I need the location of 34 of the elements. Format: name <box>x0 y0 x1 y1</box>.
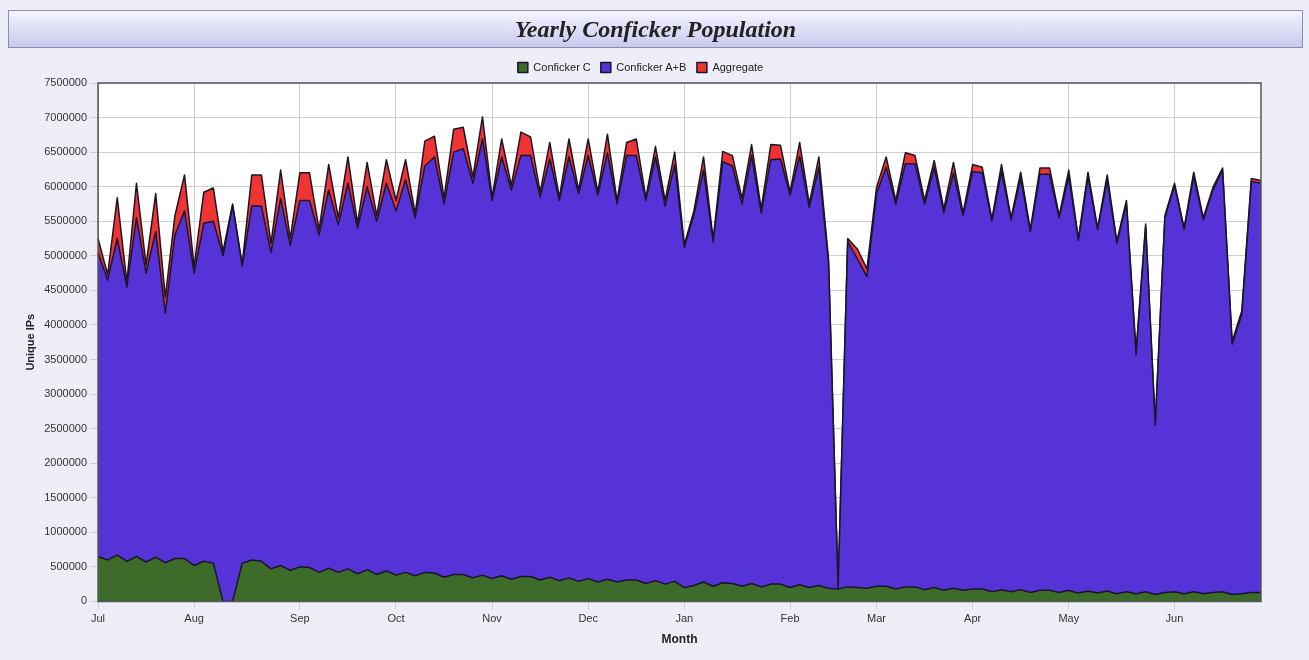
y-tick-label: 5500000 <box>44 214 88 227</box>
x-tick-label: May <box>1058 612 1080 625</box>
y-tick-label: 6500000 <box>44 145 88 158</box>
y-tick-label: 2500000 <box>44 421 88 434</box>
y-axis-title: Unique IPs <box>23 313 36 371</box>
y-tick-label: 7000000 <box>44 110 88 123</box>
x-tick-label: Mar <box>867 612 887 625</box>
legend-label: Aggregate <box>712 60 764 73</box>
y-tick-label: 4000000 <box>44 317 88 330</box>
x-tick-label: Apr <box>964 612 982 625</box>
y-tick-label: 7500000 <box>44 76 88 89</box>
y-tick-label: 0 <box>80 594 88 607</box>
x-tick-label: Jun <box>1165 612 1184 625</box>
y-tick-label: 2000000 <box>44 456 88 469</box>
y-tick-label: 6000000 <box>44 179 88 192</box>
x-tick-label: Aug <box>184 612 204 625</box>
legend-label: Conficker C <box>533 60 591 73</box>
y-tick-label: 4500000 <box>44 283 88 296</box>
x-tick-label: Oct <box>387 612 405 625</box>
x-tick-label: Nov <box>482 612 503 625</box>
x-tick-label: Feb <box>780 612 800 625</box>
x-tick-label: Sep <box>290 612 310 625</box>
y-tick-label: 1000000 <box>44 525 88 538</box>
x-tick-label: Jan <box>675 612 694 625</box>
y-tick-label: 1500000 <box>44 490 88 503</box>
chart-title: Yearly Conficker Population <box>8 10 1303 48</box>
x-tick-label: Jul <box>90 612 106 625</box>
y-tick-label: 5000000 <box>44 248 88 261</box>
y-tick-label: 3000000 <box>44 387 88 400</box>
legend-label: Conficker A+B <box>616 60 687 73</box>
y-tick-label: 500000 <box>50 559 88 572</box>
x-axis-title: Month <box>661 632 698 647</box>
x-tick-label: Dec <box>578 612 599 625</box>
y-tick-label: 3500000 <box>44 352 88 365</box>
